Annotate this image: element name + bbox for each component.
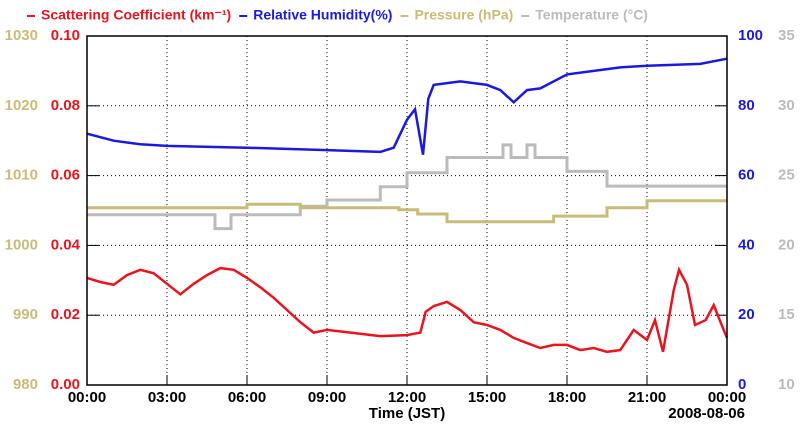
- y-tick-label: 35: [778, 27, 795, 44]
- x-tick-label: 18:00: [548, 389, 586, 406]
- y-tick-label: 20: [778, 236, 795, 253]
- x-tick-label: 06:00: [228, 389, 266, 406]
- y-tick-label: 980: [13, 376, 38, 393]
- y-tick-label: 0: [738, 376, 746, 393]
- y-tick-label: 0.08: [51, 97, 80, 114]
- y-tick-label: 0.04: [51, 236, 81, 253]
- y-tick-label: 25: [778, 167, 795, 184]
- y-tick-label: 30: [778, 97, 795, 114]
- y-tick-label: 0.10: [51, 27, 80, 44]
- y-tick-label: 1000: [5, 236, 38, 253]
- series-line: [87, 199, 727, 224]
- x-tick-label: 21:00: [628, 389, 666, 406]
- y-tick-label: 20: [738, 306, 755, 323]
- x-tick-label: 12:00: [388, 389, 426, 406]
- y-tick-label: 40: [738, 236, 755, 253]
- x-tick-label: 00:00: [68, 389, 106, 406]
- x-tick-label: 03:00: [148, 389, 186, 406]
- y-tick-label: 80: [738, 97, 755, 114]
- y-tick-label: 60: [738, 167, 755, 184]
- date-label: 2008-08-06: [668, 405, 745, 422]
- legend-label: Temperature (°C): [535, 7, 648, 23]
- legend-label: Pressure (hPa): [414, 7, 513, 23]
- y-tick-label: 990: [13, 306, 38, 323]
- y-tick-label: 0.00: [51, 376, 80, 393]
- y-tick-label: 100: [738, 27, 763, 44]
- series-line: [86, 57, 728, 155]
- legend-label: Scattering Coefficient (km⁻¹): [41, 7, 231, 23]
- y-tick-label: 1030: [5, 27, 38, 44]
- y-tick-label: 1020: [5, 97, 38, 114]
- x-axis-title: Time (JST): [369, 405, 445, 422]
- x-tick-label: 15:00: [468, 389, 506, 406]
- series-line: [87, 143, 727, 231]
- y-tick-label: 1010: [5, 167, 38, 184]
- x-tick-label: 00:00: [708, 389, 746, 406]
- x-tick-label: 09:00: [308, 389, 346, 406]
- y-tick-label: 0.02: [51, 306, 80, 323]
- y-tick-label: 15: [778, 306, 795, 323]
- legend-label: Relative Humidity(%): [253, 7, 392, 23]
- series-line: [86, 266, 729, 354]
- plot-frame: [86, 35, 728, 386]
- y-tick-label: 10: [778, 376, 795, 393]
- y-tick-label: 0.06: [51, 167, 80, 184]
